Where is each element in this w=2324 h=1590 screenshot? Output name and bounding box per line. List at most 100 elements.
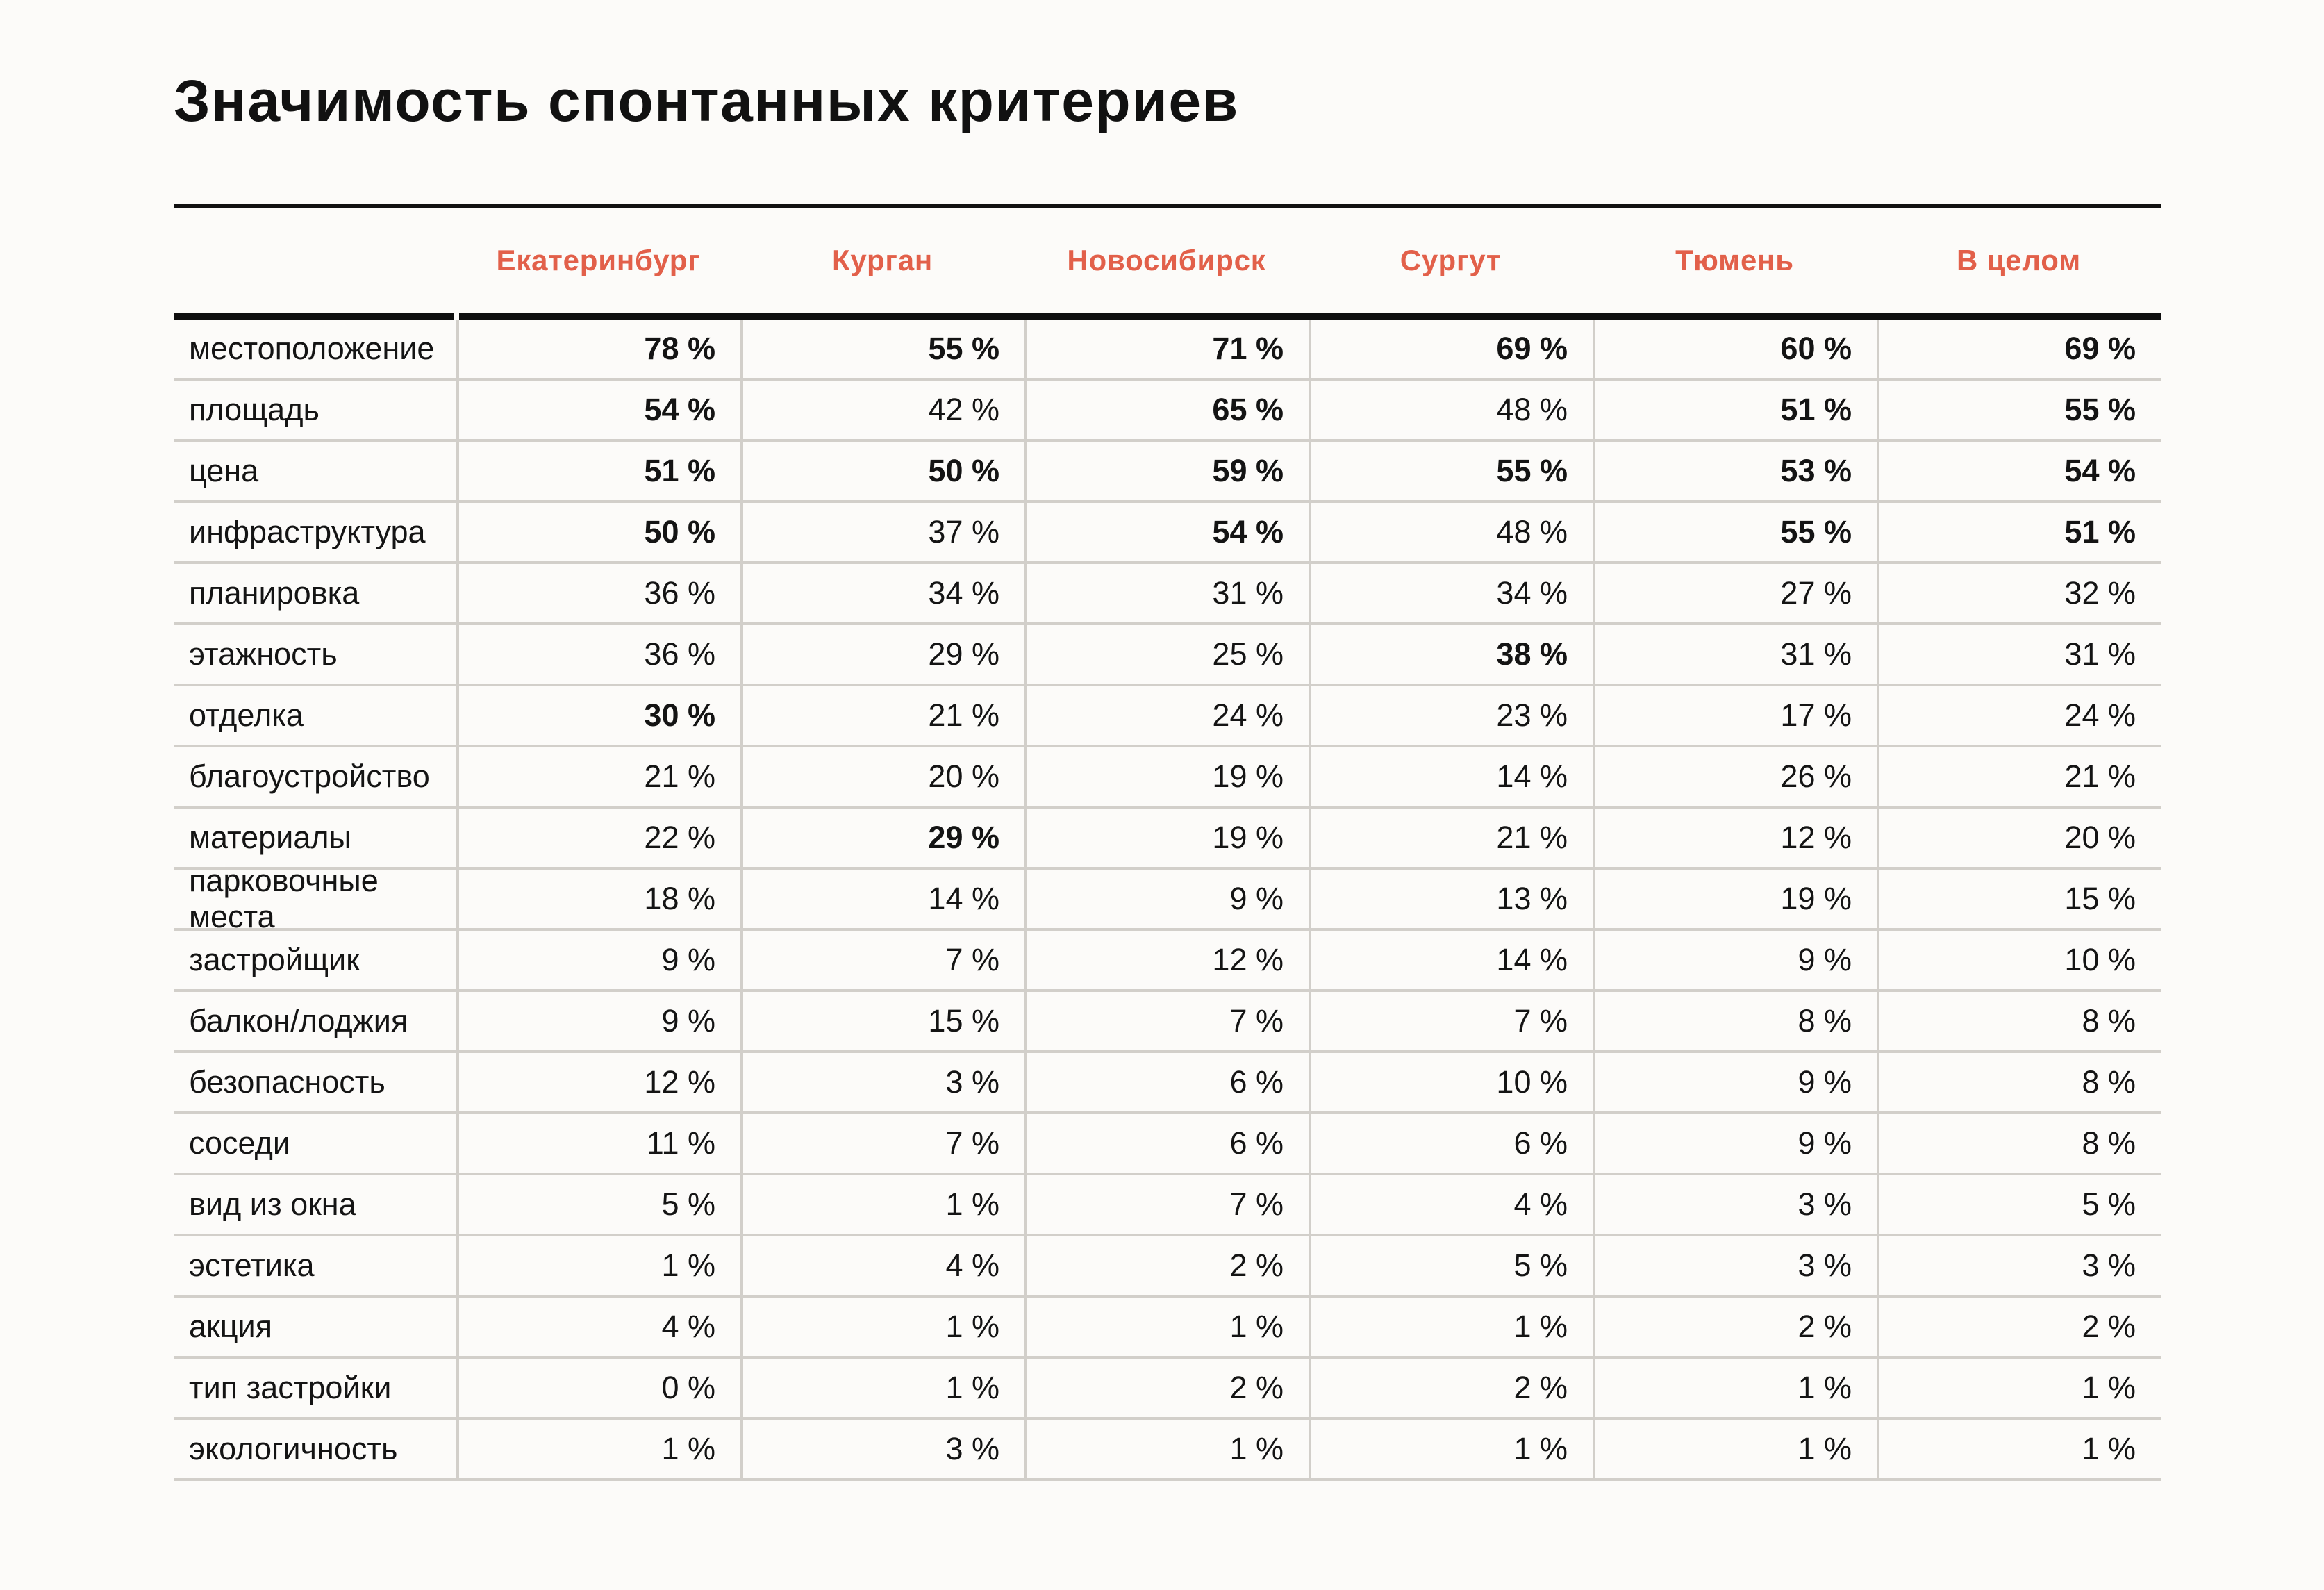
value-cell: 25 % bbox=[1024, 625, 1309, 687]
criterion-label: соседи bbox=[174, 1114, 456, 1176]
value-cell: 55 % bbox=[1877, 381, 2161, 442]
value-cell: 12 % bbox=[1593, 809, 1877, 870]
column-header-ekaterinburg: Екатеринбург bbox=[496, 243, 701, 276]
value-cell: 34 % bbox=[1309, 564, 1593, 626]
value-cell: 31 % bbox=[1024, 564, 1309, 626]
value-cell: 59 % bbox=[1024, 442, 1309, 504]
value-cell: 78 % bbox=[456, 320, 740, 381]
value-cell: 71 % bbox=[1024, 320, 1309, 381]
column-header-surgut: Сургут bbox=[1400, 243, 1502, 276]
value-cell: 37 % bbox=[740, 503, 1024, 565]
value-cell: 6 % bbox=[1024, 1053, 1309, 1115]
value-cell: 1 % bbox=[740, 1298, 1024, 1359]
title-rule bbox=[174, 204, 2161, 208]
value-cell: 3 % bbox=[1877, 1236, 2161, 1298]
value-cell: 2 % bbox=[1877, 1298, 2161, 1359]
top-border-data-segment bbox=[459, 313, 2161, 320]
value-cell: 50 % bbox=[456, 503, 740, 565]
value-cell: 20 % bbox=[740, 747, 1024, 809]
value-cell: 12 % bbox=[456, 1053, 740, 1115]
value-cell: 1 % bbox=[1309, 1420, 1593, 1482]
value-cell: 3 % bbox=[1593, 1175, 1877, 1237]
value-cell: 31 % bbox=[1593, 625, 1877, 687]
value-cell: 6 % bbox=[1024, 1114, 1309, 1176]
criterion-label: акция bbox=[174, 1298, 456, 1359]
value-cell: 38 % bbox=[1309, 625, 1593, 687]
value-cell: 2 % bbox=[1593, 1298, 1877, 1359]
value-cell: 7 % bbox=[1024, 992, 1309, 1054]
criterion-label: материалы bbox=[174, 809, 456, 870]
value-cell: 9 % bbox=[1593, 931, 1877, 993]
value-cell: 21 % bbox=[1309, 809, 1593, 870]
criterion-label: тип застройки bbox=[174, 1359, 456, 1421]
value-cell: 1 % bbox=[1309, 1298, 1593, 1359]
criterion-label: безопасность bbox=[174, 1053, 456, 1115]
column-header-tyumen: Тюмень bbox=[1675, 243, 1794, 276]
value-cell: 3 % bbox=[740, 1053, 1024, 1115]
value-cell: 15 % bbox=[740, 992, 1024, 1054]
value-cell: 14 % bbox=[1309, 931, 1593, 993]
value-cell: 29 % bbox=[740, 625, 1024, 687]
criterion-label: благоустройство bbox=[174, 747, 456, 809]
value-cell: 48 % bbox=[1309, 503, 1593, 565]
value-cell: 36 % bbox=[456, 564, 740, 626]
value-cell: 19 % bbox=[1593, 870, 1877, 931]
value-cell: 1 % bbox=[456, 1236, 740, 1298]
value-cell: 69 % bbox=[1877, 320, 2161, 381]
value-cell: 0 % bbox=[456, 1359, 740, 1421]
criterion-label: парковочные места bbox=[174, 863, 456, 934]
criterion-label: цена bbox=[174, 442, 456, 504]
value-cell: 10 % bbox=[1877, 931, 2161, 993]
value-cell: 65 % bbox=[1024, 381, 1309, 442]
top-border-gap bbox=[454, 313, 459, 320]
value-cell: 54 % bbox=[1877, 442, 2161, 504]
criterion-label: местоположение bbox=[174, 320, 456, 381]
value-cell: 13 % bbox=[1309, 870, 1593, 931]
value-cell: 1 % bbox=[1024, 1420, 1309, 1482]
value-cell: 8 % bbox=[1877, 1053, 2161, 1115]
value-cell: 4 % bbox=[740, 1236, 1024, 1298]
criterion-label: экологичность bbox=[174, 1420, 456, 1482]
value-cell: 1 % bbox=[1593, 1420, 1877, 1482]
value-cell: 55 % bbox=[1309, 442, 1593, 504]
criterion-label: площадь bbox=[174, 381, 456, 442]
top-border-label-segment bbox=[174, 313, 454, 320]
value-cell: 14 % bbox=[740, 870, 1024, 931]
page-title: Значимость спонтанных критериев bbox=[174, 68, 1239, 133]
value-cell: 5 % bbox=[1877, 1175, 2161, 1237]
value-cell: 26 % bbox=[1593, 747, 1877, 809]
criterion-label: инфраструктура bbox=[174, 503, 456, 565]
value-cell: 17 % bbox=[1593, 686, 1877, 748]
column-header-kurgan: Курган bbox=[831, 243, 933, 276]
value-cell: 7 % bbox=[740, 931, 1024, 993]
criterion-label: отделка bbox=[174, 686, 456, 748]
value-cell: 1 % bbox=[1877, 1420, 2161, 1482]
value-cell: 10 % bbox=[1309, 1053, 1593, 1115]
value-cell: 30 % bbox=[456, 686, 740, 748]
value-cell: 20 % bbox=[1877, 809, 2161, 870]
value-cell: 50 % bbox=[740, 442, 1024, 504]
value-cell: 21 % bbox=[740, 686, 1024, 748]
value-cell: 9 % bbox=[456, 992, 740, 1054]
value-cell: 2 % bbox=[1024, 1359, 1309, 1421]
value-cell: 55 % bbox=[1593, 503, 1877, 565]
value-cell: 27 % bbox=[1593, 564, 1877, 626]
value-cell: 6 % bbox=[1309, 1114, 1593, 1176]
criterion-label: балкон/лоджия bbox=[174, 992, 456, 1054]
value-cell: 8 % bbox=[1593, 992, 1877, 1054]
value-cell: 29 % bbox=[740, 809, 1024, 870]
value-cell: 24 % bbox=[1877, 686, 2161, 748]
value-cell: 48 % bbox=[1309, 381, 1593, 442]
value-cell: 31 % bbox=[1877, 625, 2161, 687]
value-cell: 22 % bbox=[456, 809, 740, 870]
value-cell: 8 % bbox=[1877, 1114, 2161, 1176]
value-cell: 3 % bbox=[1593, 1236, 1877, 1298]
value-cell: 55 % bbox=[740, 320, 1024, 381]
value-cell: 1 % bbox=[740, 1359, 1024, 1421]
value-cell: 5 % bbox=[456, 1175, 740, 1237]
value-cell: 19 % bbox=[1024, 809, 1309, 870]
column-header-total: В целом bbox=[1956, 243, 2082, 276]
value-cell: 9 % bbox=[456, 931, 740, 993]
value-cell: 60 % bbox=[1593, 320, 1877, 381]
value-cell: 24 % bbox=[1024, 686, 1309, 748]
